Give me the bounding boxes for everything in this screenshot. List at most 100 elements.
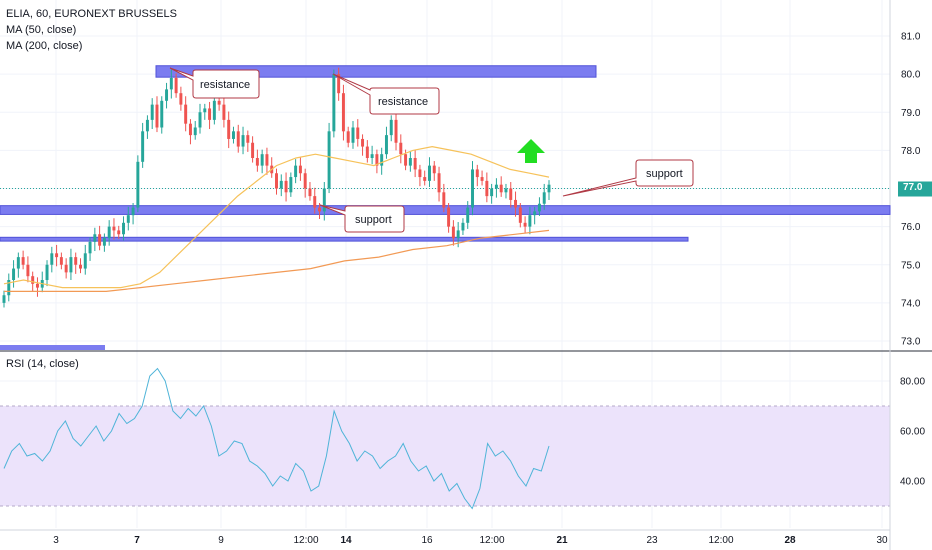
candle [55,244,59,267]
candle [122,216,125,241]
annotation-support-1[interactable]: support [319,204,405,233]
candle [322,182,326,221]
candle [217,96,221,111]
time-tick-label-11: 30 [876,535,888,546]
candle [341,84,345,141]
chart-legend: ELIA, 60, EURONEXT BRUSSELS MA (50, clos… [6,6,177,54]
candle [16,252,20,278]
candle [260,149,264,174]
time-tick-label-5: 16 [421,535,433,546]
rsi-tick-label-1: 60.00 [900,427,925,438]
candle [528,206,532,235]
candle [471,161,474,216]
candle [255,149,259,172]
candle [499,176,503,197]
candle [514,191,518,217]
candle [208,101,212,130]
candle [289,172,293,197]
ma50-label[interactable]: MA (50, close) [6,24,77,36]
candle [40,271,44,293]
time-tick-label-4: 14 [340,535,352,546]
candle [265,147,269,175]
candle [188,119,192,145]
candle [7,273,11,302]
rsi-band [0,406,890,506]
candle [174,73,178,98]
candle [466,201,470,229]
candle [423,170,427,186]
candle [50,246,54,273]
candle [26,256,30,283]
candle [284,172,288,202]
rsi-label[interactable]: RSI (14, close) [6,358,79,370]
time-tick-label-2: 9 [218,535,224,546]
rsi-tick-label-0: 40.00 [900,477,925,488]
candle [361,134,365,156]
annotation-resistance-2[interactable]: resistance [332,73,440,115]
candle [537,197,541,216]
candle [432,161,436,181]
candle [394,113,398,151]
candle [107,220,111,246]
candle [275,168,278,195]
candle [98,225,102,251]
candle [74,252,78,274]
candle [365,140,369,163]
candle [59,252,63,270]
candle [179,86,183,111]
candle [131,202,135,225]
annotation-resistance-1-text: resistance [200,79,250,91]
candle [356,119,360,147]
ma200-line [4,229,550,292]
candle [203,103,207,120]
candle [384,126,388,159]
time-tick-label-6: 12:00 [479,535,504,546]
last-price-text: 77.0 [903,182,923,193]
candle [399,134,403,164]
candle [346,126,350,148]
candle [198,103,202,134]
time-tick-label-0: 3 [53,535,59,546]
candle [475,164,479,187]
horizontal-zones [0,65,891,350]
price-tick-label-2: 75.0 [901,260,921,271]
candle [351,121,355,149]
candle [12,260,16,288]
candle [442,183,446,213]
candle [246,130,250,152]
candle [418,164,422,187]
candle [294,159,298,184]
arrow-up-icon [517,139,545,163]
rsi-tick-label-2: 80.00 [900,377,925,388]
candle [165,82,169,109]
candle [227,111,231,149]
candle [447,202,451,233]
candle [298,157,302,181]
candle [2,290,6,308]
candle [93,227,97,252]
candle [231,126,235,144]
candle [547,180,551,200]
candle [318,202,322,219]
candle [79,258,82,274]
candle [332,69,336,138]
candle [303,168,307,198]
candle [270,157,274,178]
candle [480,170,484,186]
annotation-resistance-1[interactable]: resistance [169,67,260,99]
candle [136,155,140,213]
annotation-support-2[interactable]: support [562,159,694,197]
candle [485,172,489,203]
moving-averages [3,145,550,292]
rsi-series [3,367,550,510]
candle [102,233,106,252]
ma200-label[interactable]: MA (200, close) [6,40,83,52]
candle [155,96,159,133]
price-tick-label-3: 76.0 [901,222,921,233]
candle [408,151,412,172]
ma50-line [3,145,550,289]
candle [461,218,465,236]
symbol-title[interactable]: ELIA, 60, EURONEXT BRUSSELS [6,8,177,20]
candle [337,67,341,101]
